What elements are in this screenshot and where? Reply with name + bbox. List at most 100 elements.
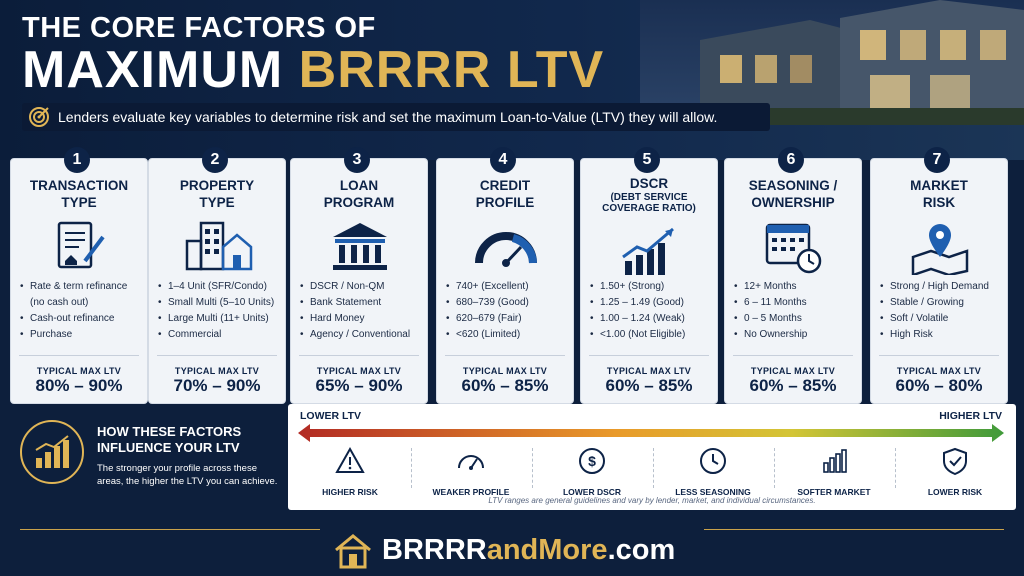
ltv-box: TYPICAL MAX LTV 65% – 90% <box>299 355 419 399</box>
card-number: 1 <box>64 147 90 173</box>
card-item: Cash-out refinance <box>20 311 143 327</box>
card-item: Stable / Growing <box>880 295 1003 311</box>
svg-text:$: $ <box>588 453 596 469</box>
house-photo <box>640 0 1024 125</box>
scale-factor-label: SOFTER MARKET <box>797 487 871 497</box>
card-title: DSCR (DEBT SERVICE COVERAGE RATIO) <box>581 175 717 214</box>
growth-bars-icon <box>20 420 84 484</box>
buildings-icon <box>185 221 253 271</box>
map-pin-icon <box>911 224 969 275</box>
card-title: CREDIT PROFILE <box>437 177 573 211</box>
ltv-label: TYPICAL MAX LTV <box>750 366 836 376</box>
ltv-label: TYPICAL MAX LTV <box>316 366 402 376</box>
card-title-text: SEASONING / OWNERSHIP <box>748 178 838 210</box>
clock-icon <box>700 448 726 474</box>
card-item: Hard Money <box>300 311 423 327</box>
brand-suffix: .com <box>607 534 676 566</box>
ltv-label: TYPICAL MAX LTV <box>36 366 122 376</box>
ltv-label: TYPICAL MAX LTV <box>174 366 260 376</box>
card-item: 1.00 – 1.24 (Weak) <box>590 311 713 327</box>
card-title: SEASONING / OWNERSHIP <box>725 177 861 211</box>
how-title: HOW THESE FACTORS INFLUENCE YOUR LTV <box>97 424 242 455</box>
card-item: 0 – 5 Months <box>734 311 857 327</box>
brand-white: BRRRR <box>382 534 487 566</box>
card-title-text: PROPERTY TYPE <box>179 178 255 210</box>
ltv-value: 60% – 85% <box>749 376 837 395</box>
disclaimer-note: LTV ranges are general guidelines and va… <box>488 496 816 505</box>
ltv-value: 80% – 90% <box>35 376 123 395</box>
scale-factor-label: LESS SEASONING <box>675 487 751 497</box>
card-title: MARKET RISK <box>871 177 1007 211</box>
card-items: DSCR / Non-QMBank StatementHard MoneyAge… <box>300 279 423 343</box>
card-item: 6 – 11 Months <box>734 295 857 311</box>
card-item: High Risk <box>880 327 1003 343</box>
card-item: 680–739 (Good) <box>446 295 569 311</box>
card-item: <620 (Limited) <box>446 327 569 343</box>
factor-card: 2 PROPERTY TYPE 1–4 Unit (SFR/Condo)Small … <box>148 147 286 404</box>
card-number: 2 <box>202 147 228 173</box>
factor-card: 3 LOAN PROGRAM DSCR / Non-QMBank Statement… <box>290 147 428 404</box>
scale-separator <box>532 448 533 488</box>
card-title: TRANSACTION TYPE <box>11 177 147 211</box>
title-line-2: MAXIMUM BRRRR LTV <box>22 40 604 100</box>
card-item: 740+ (Excellent) <box>446 279 569 295</box>
warning-icon <box>335 446 365 473</box>
card-item: Rate & term refinance (no cash out) <box>20 279 143 311</box>
ltv-box: TYPICAL MAX LTV 60% – 85% <box>445 355 565 399</box>
scale-factor: LOWER RISK <box>897 446 1013 497</box>
card-title-text: LOAN PROGRAM <box>323 178 395 210</box>
scale-factor: WEAKER PROFILE <box>413 446 529 497</box>
card-item: Large Multi (11+ Units) <box>158 311 281 327</box>
factor-card: 6 SEASONING / OWNERSHIP 12+ Months6 – 11 M… <box>724 147 862 404</box>
document-pen-icon <box>57 221 105 269</box>
card-item: Strong / High Demand <box>880 279 1003 295</box>
card-item: Agency / Conventional <box>300 327 423 343</box>
card-number: 7 <box>924 147 950 173</box>
scale-separator <box>653 448 654 488</box>
card-items: 1–4 Unit (SFR/Condo)Small Multi (5–10 Un… <box>158 279 281 343</box>
scale-factor-label: LOWER RISK <box>927 487 983 497</box>
card-items: Strong / High DemandStable / GrowingSoft… <box>880 279 1003 343</box>
card-item: <1.00 (Not Eligible) <box>590 327 713 343</box>
ltv-value: 60% – 85% <box>461 376 549 395</box>
card-item: 12+ Months <box>734 279 857 295</box>
gold-divider-left <box>20 529 320 530</box>
gold-divider-right <box>704 529 1004 530</box>
bank-icon <box>333 223 387 270</box>
speedometer-icon <box>458 455 484 470</box>
dollar-icon: $ <box>579 448 605 474</box>
card-item: Bank Statement <box>300 295 423 311</box>
title-line-1: THE CORE FACTORS OF <box>22 12 376 44</box>
ltv-value: 65% – 90% <box>315 376 403 395</box>
card-item: DSCR / Non-QM <box>300 279 423 295</box>
ltv-label: TYPICAL MAX LTV <box>896 366 982 376</box>
card-items: 12+ Months6 – 11 Months0 – 5 MonthsNo Ow… <box>734 279 857 343</box>
subtitle-bar: Lenders evaluate key variables to determ… <box>22 103 770 131</box>
target-icon <box>29 107 49 127</box>
card-item: No Ownership <box>734 327 857 343</box>
card-title-text: TRANSACTION TYPE <box>29 178 129 210</box>
scale-factor: HIGHER RISK <box>292 446 408 497</box>
factor-card: 1 TRANSACTION TYPE Rate & term refinance (… <box>10 147 148 404</box>
title-gold: BRRRR LTV <box>298 41 605 99</box>
card-title: PROPERTY TYPE <box>149 177 285 211</box>
title-white: MAXIMUM <box>22 41 299 99</box>
ltv-box: TYPICAL MAX LTV 60% – 80% <box>879 355 999 399</box>
card-item: 1.25 – 1.49 (Good) <box>590 295 713 311</box>
card-items: Rate & term refinance (no cash out)Cash-… <box>20 279 143 343</box>
card-title: LOAN PROGRAM <box>291 177 427 211</box>
card-number: 5 <box>634 147 660 173</box>
scale-factor-label: LOWER DSCR <box>562 487 622 497</box>
card-item: Purchase <box>20 327 143 343</box>
card-items: 1.50+ (Strong)1.25 – 1.49 (Good)1.00 – 1… <box>590 279 713 343</box>
ltv-box: TYPICAL MAX LTV 80% – 90% <box>19 355 139 399</box>
card-item: Small Multi (5–10 Units) <box>158 295 281 311</box>
scale-separator <box>895 448 896 488</box>
ltv-scale: LOWER LTV HIGHER LTV HIGHER RISK WEAKER P… <box>288 404 1016 510</box>
how-section: HOW THESE FACTORS INFLUENCE YOUR LTV The… <box>0 410 290 510</box>
card-number: 4 <box>490 147 516 173</box>
scale-factor: $ LOWER DSCR <box>534 446 650 497</box>
ltv-box: TYPICAL MAX LTV 70% – 90% <box>157 355 277 399</box>
card-item: 1–4 Unit (SFR/Condo) <box>158 279 281 295</box>
ltv-box: TYPICAL MAX LTV 60% – 85% <box>589 355 709 399</box>
